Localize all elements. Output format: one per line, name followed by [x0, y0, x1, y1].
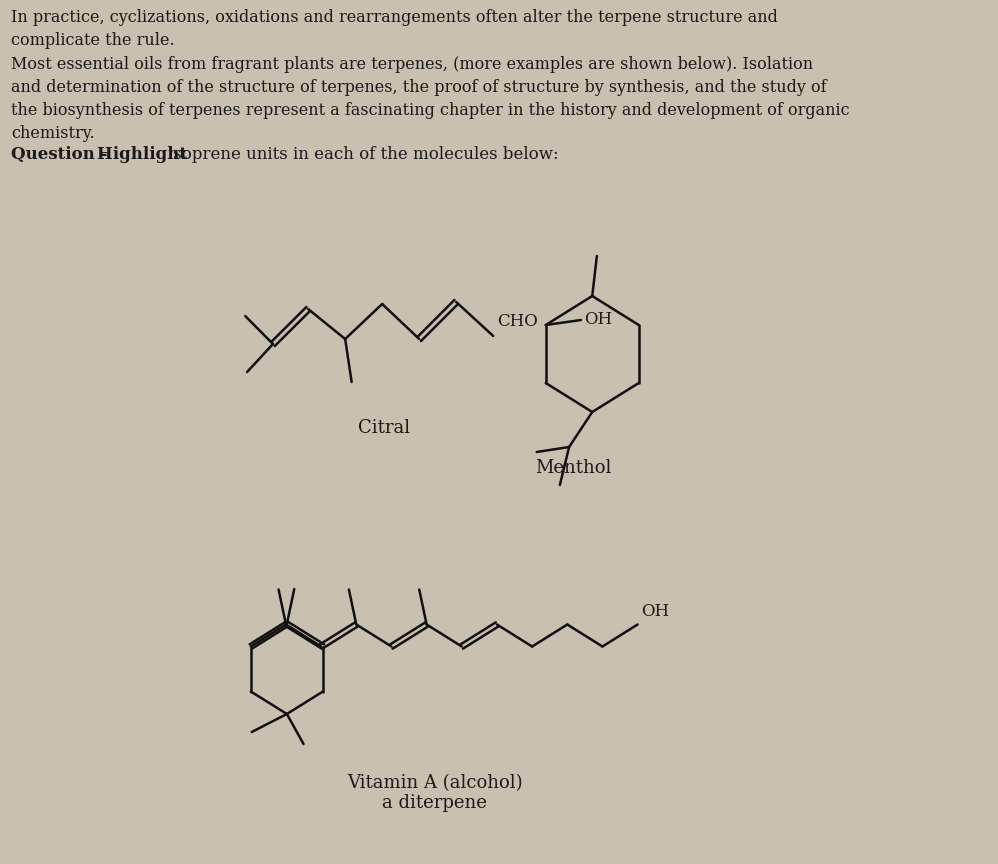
Text: OH: OH [642, 603, 670, 620]
Text: Menthol: Menthol [536, 459, 612, 477]
Text: Highlight: Highlight [97, 146, 193, 163]
Text: a diterpene: a diterpene [382, 794, 487, 812]
Text: Citral: Citral [358, 419, 410, 437]
Text: Question -: Question - [11, 146, 113, 163]
Text: Vitamin A (alcohol): Vitamin A (alcohol) [347, 774, 523, 792]
Text: OH: OH [584, 312, 612, 328]
Text: Most essential oils from fragrant plants are terpenes, (more examples are shown : Most essential oils from fragrant plants… [11, 56, 849, 142]
Text: isoprene units in each of the molecules below:: isoprene units in each of the molecules … [169, 146, 559, 163]
Text: CHO: CHO [497, 313, 538, 330]
Text: In practice, cyclizations, oxidations and rearrangements often alter the terpene: In practice, cyclizations, oxidations an… [11, 9, 778, 49]
